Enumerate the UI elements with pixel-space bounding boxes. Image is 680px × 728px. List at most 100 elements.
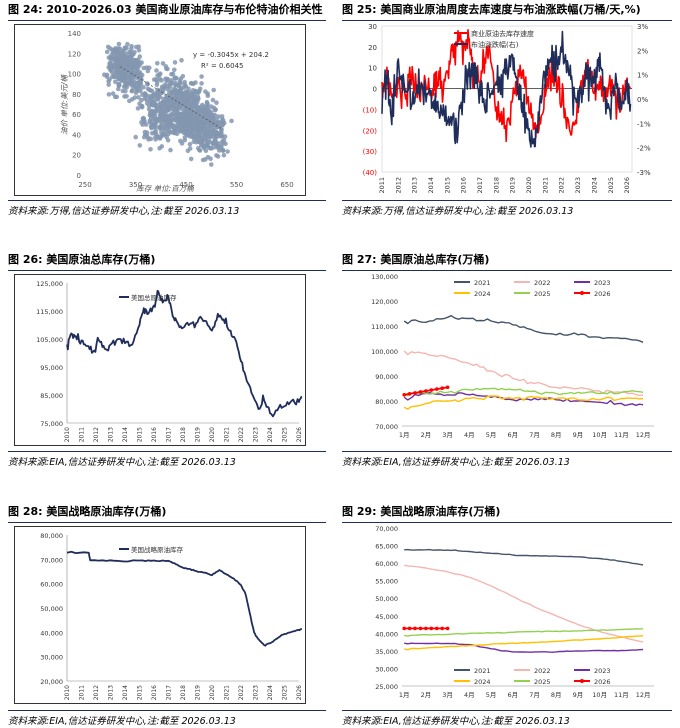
legend-label: 美国战略原油库存	[131, 545, 184, 554]
scatter-point	[151, 77, 157, 82]
chart-area: 70,000 80,000 90,000 100,000 110,000 120,000 1…	[342, 272, 672, 448]
scatter-point	[172, 60, 178, 65]
scatter-point	[182, 82, 187, 88]
scatter-point	[179, 141, 185, 146]
left-y-tick-label: (20)	[363, 127, 378, 135]
chart-panel-25: 图 25: 美国商业原油周度去库速度与布油涨跌幅(万桶/天,%) 30 20 10 0…	[342, 0, 672, 218]
y-tick-label: 45,000	[375, 613, 398, 621]
chart-title: 图 26: 美国原油总库存(万桶)	[8, 250, 326, 271]
y-tick-label: 75,000	[40, 420, 63, 428]
x-tick-label: 2026	[296, 685, 303, 700]
scatter-point	[185, 89, 190, 95]
scatter-point	[179, 118, 185, 123]
x-tick-label: 6月	[507, 431, 518, 439]
series-line-2021	[403, 315, 644, 343]
scatter-point	[187, 146, 193, 151]
scatter-point	[124, 74, 130, 79]
series-marker-2026	[435, 626, 439, 631]
legend-marker	[580, 679, 584, 683]
x-tick-label: 2011	[79, 685, 86, 700]
x-tick-label: 2020	[209, 685, 216, 700]
scatter-point	[133, 134, 138, 140]
x-tick-label: 2024	[590, 177, 598, 194]
x-tick-label: 2023	[253, 427, 260, 442]
series-line-2021	[404, 548, 644, 566]
x-tick-label: 2月	[421, 691, 432, 699]
x-tick-label: 2014	[427, 177, 435, 194]
y-tick-label: 50,000	[375, 595, 398, 603]
legend-label: 2021	[474, 667, 491, 675]
x-tick-label: 2025	[282, 427, 289, 442]
chart-frame: 75,000 85,000 95,000 105,000 115,000 125,000 2…	[14, 274, 306, 446]
y-tick-label: 80,000	[375, 398, 398, 406]
x-tick-label: 2021	[541, 177, 549, 194]
series-marker-2026	[407, 626, 412, 631]
scatter-point	[162, 82, 168, 88]
scatter-point	[116, 41, 122, 47]
chart-source: 资料来源:万得,信达证券研发中心,注:截至 2026.03.13	[8, 200, 326, 217]
chart-source: 资料来源:EIA,信达证券研发中心,注:截至 2026.03.13	[342, 451, 672, 468]
scatter-point	[213, 107, 218, 112]
series-marker-2026	[440, 386, 444, 390]
x-tick-label: 2020	[209, 427, 216, 442]
scatter-point	[159, 78, 164, 83]
x-tick-label: 2014	[122, 685, 129, 700]
scatter-point	[211, 87, 216, 93]
scatter-point	[139, 72, 145, 78]
scatter-point	[157, 72, 162, 78]
scatter-point	[147, 87, 152, 93]
x-tick-label: 7月	[529, 431, 540, 439]
scatter-point	[151, 94, 156, 99]
x-tick-label: 3月	[442, 431, 453, 439]
scatter-point	[186, 126, 192, 132]
legend-label: 2025	[534, 678, 551, 686]
x-tick-label: 12月	[636, 691, 651, 699]
x-tick-label: 2015	[443, 177, 451, 194]
scatter-point	[179, 58, 184, 63]
chart-panel-27: 图 27: 美国原油总库存(万桶) 70,000 80,000 90,000 100,…	[342, 250, 672, 468]
line-chart-svg: 20,000 30,000 40,000 50,000 60,000 70,000 80,0…	[40, 532, 303, 700]
scatter-point	[169, 111, 175, 117]
scatter-point	[180, 124, 186, 130]
x-tick-label: 2019	[195, 427, 202, 442]
x-tick-label: 1月	[399, 691, 410, 699]
scatter-point	[172, 67, 177, 73]
scatter-point	[205, 103, 210, 108]
scatter-point	[220, 148, 226, 153]
scatter-point	[129, 78, 135, 83]
scatter-point	[190, 125, 196, 131]
x-tick-label: 2016	[151, 685, 158, 700]
x-tick-label: 2012	[394, 177, 402, 194]
scatter-point	[123, 88, 128, 94]
scatter-point	[111, 62, 116, 67]
y-tick-label: 20	[72, 152, 81, 160]
y-tick-label: 20,000	[40, 678, 63, 686]
scatter-point	[182, 109, 187, 114]
scatter-point	[201, 112, 207, 117]
y-tick-label: 65,000	[375, 543, 398, 551]
scatter-point	[173, 82, 178, 88]
scatter-point	[144, 130, 150, 135]
y-tick-label: 25,000	[375, 683, 398, 691]
y-tick-label: 85,000	[40, 392, 63, 400]
x-tick-label: 10月	[592, 691, 607, 699]
scatter-point	[178, 87, 184, 92]
series-marker-2026	[413, 391, 417, 395]
legend-label: 2022	[534, 667, 551, 675]
scatter-point	[196, 95, 201, 101]
series-marker-2026	[418, 626, 423, 631]
scatter-point	[167, 90, 172, 96]
x-tick-label: 2013	[411, 177, 419, 194]
scatter-point	[117, 76, 122, 81]
series-line-2022	[404, 564, 644, 643]
x-tick-label: 250	[78, 181, 91, 189]
x-tick-label: 2010	[64, 427, 71, 442]
x-tick-label: 2025	[282, 685, 289, 700]
x-tick-label: 5月	[486, 431, 497, 439]
series-line-2025	[404, 628, 644, 637]
x-tick-label: 4月	[464, 431, 475, 439]
scatter-point	[127, 81, 132, 86]
right-y-tick-label: 3%	[637, 23, 648, 31]
scatter-point	[148, 147, 153, 152]
series-line-2024	[403, 395, 644, 410]
